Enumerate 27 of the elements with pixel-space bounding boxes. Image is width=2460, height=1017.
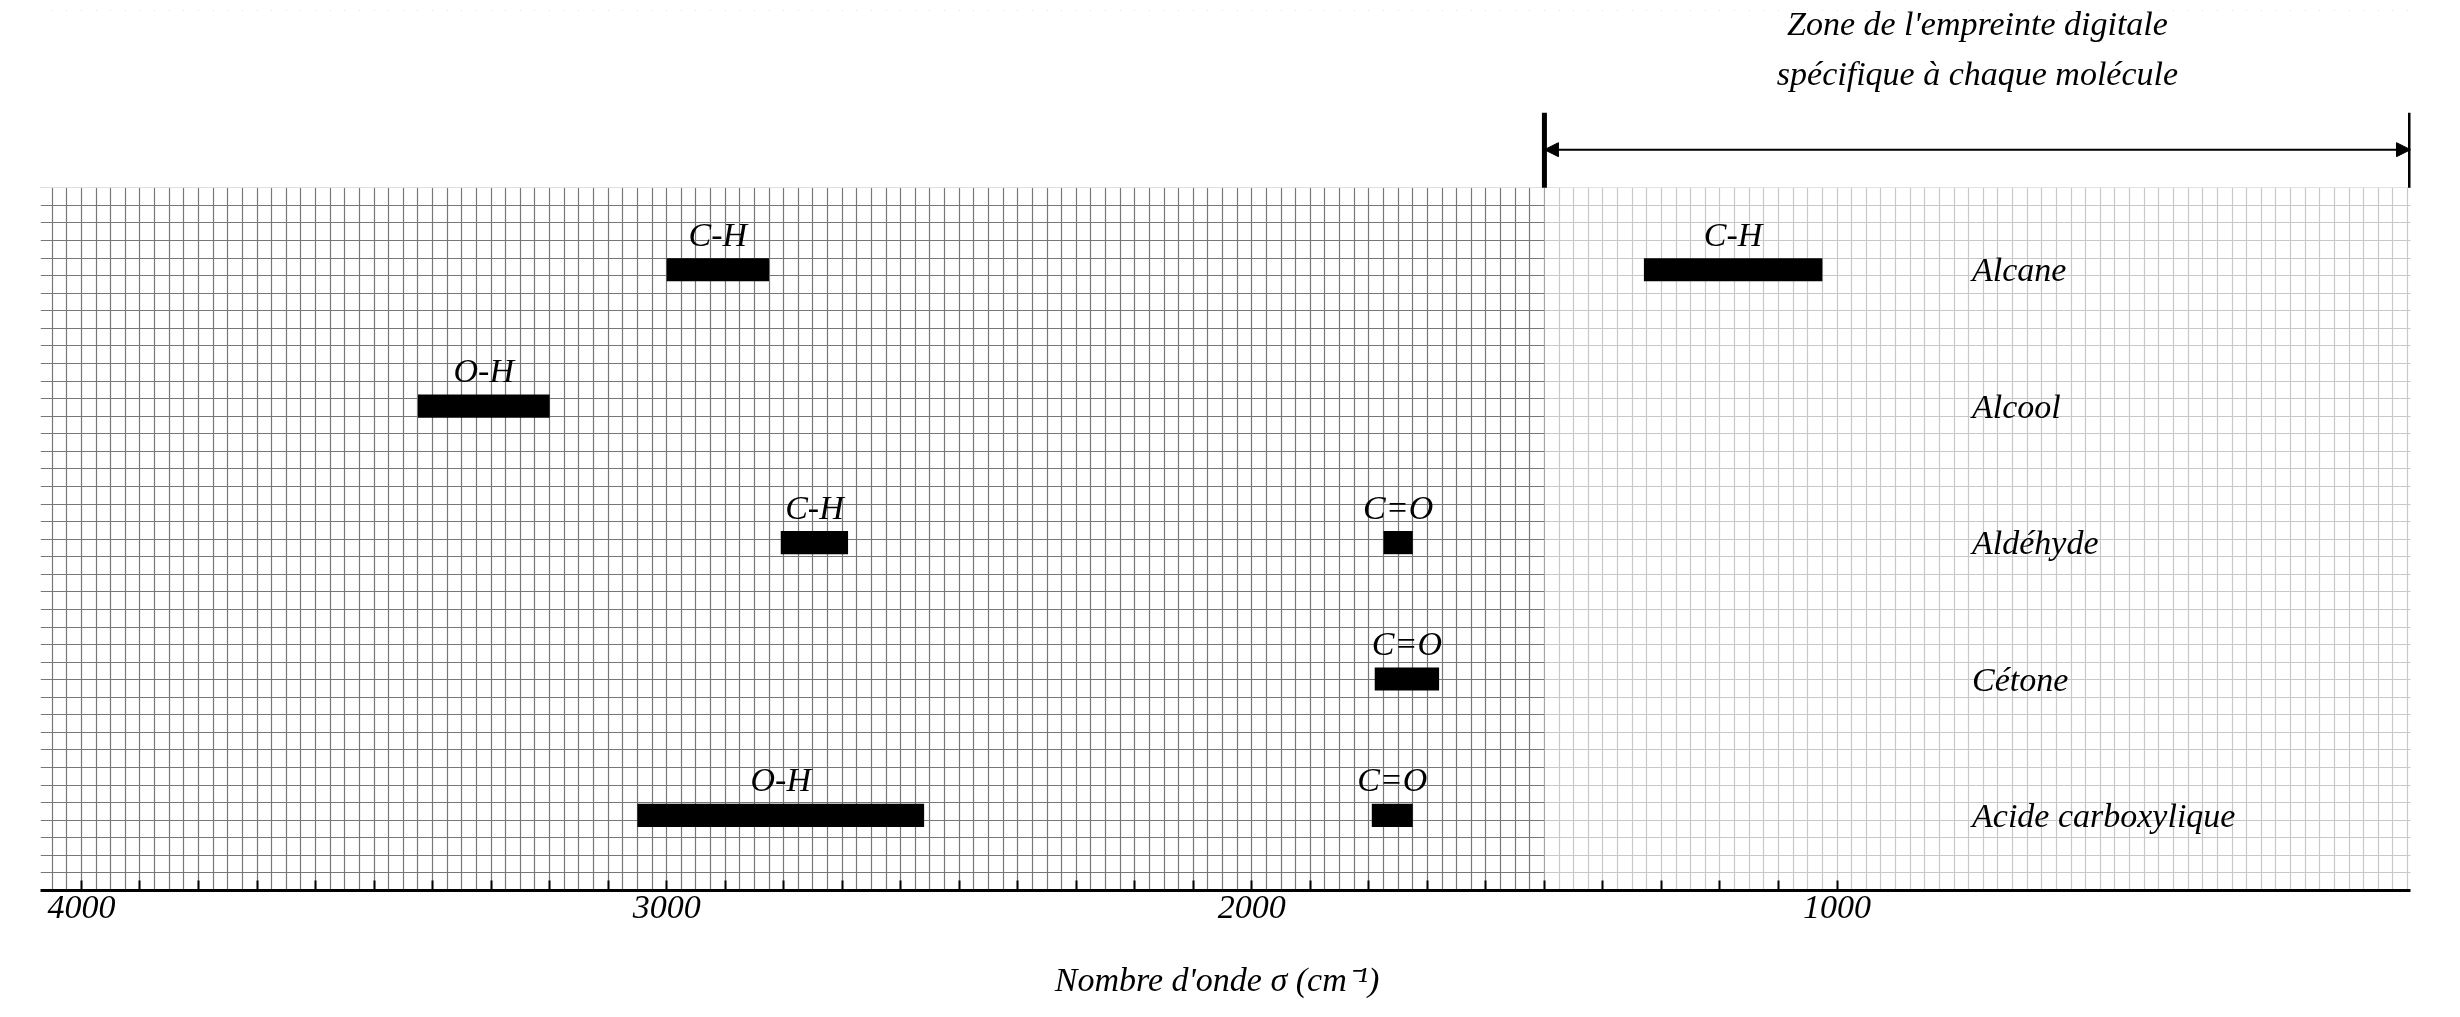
data-label: C=O bbox=[1357, 761, 1428, 799]
data-label: C-H bbox=[785, 488, 847, 526]
bar bbox=[780, 531, 849, 555]
x-tick-label: 2000 bbox=[1217, 887, 1286, 925]
y-tick-label: Cétone bbox=[1972, 660, 2069, 698]
data-label: C=O bbox=[1371, 624, 1443, 662]
bar bbox=[1374, 667, 1440, 691]
y-tick-label: Acide carboxylique bbox=[1970, 796, 2236, 834]
bar bbox=[637, 803, 925, 828]
bar bbox=[666, 258, 770, 282]
data-label: O-H bbox=[750, 761, 814, 799]
bar bbox=[1383, 531, 1413, 555]
y-tick-label: Alcool bbox=[1970, 387, 2061, 425]
x-tick-label: 1000 bbox=[1803, 887, 1872, 925]
bar bbox=[417, 394, 550, 418]
band-label: Zone de l'empreinte digitale spécifique à chaque molécule bbox=[1776, 5, 2179, 93]
bar bbox=[1371, 803, 1413, 828]
y-tick-label: Alcane bbox=[1970, 251, 2067, 289]
data-label: C-H bbox=[688, 215, 750, 253]
x-axis-title: Nombre d'onde σ (cm⁻¹) bbox=[1053, 960, 1380, 999]
x-tick-label: 4000 bbox=[47, 887, 116, 925]
data-label: C-H bbox=[1703, 215, 1765, 253]
data-label: C=O bbox=[1363, 488, 1434, 526]
x-tick-label: 3000 bbox=[631, 887, 701, 925]
y-tick-label: Aldéhyde bbox=[1970, 524, 2099, 562]
bar bbox=[1643, 258, 1823, 282]
data-label: O-H bbox=[453, 352, 517, 390]
